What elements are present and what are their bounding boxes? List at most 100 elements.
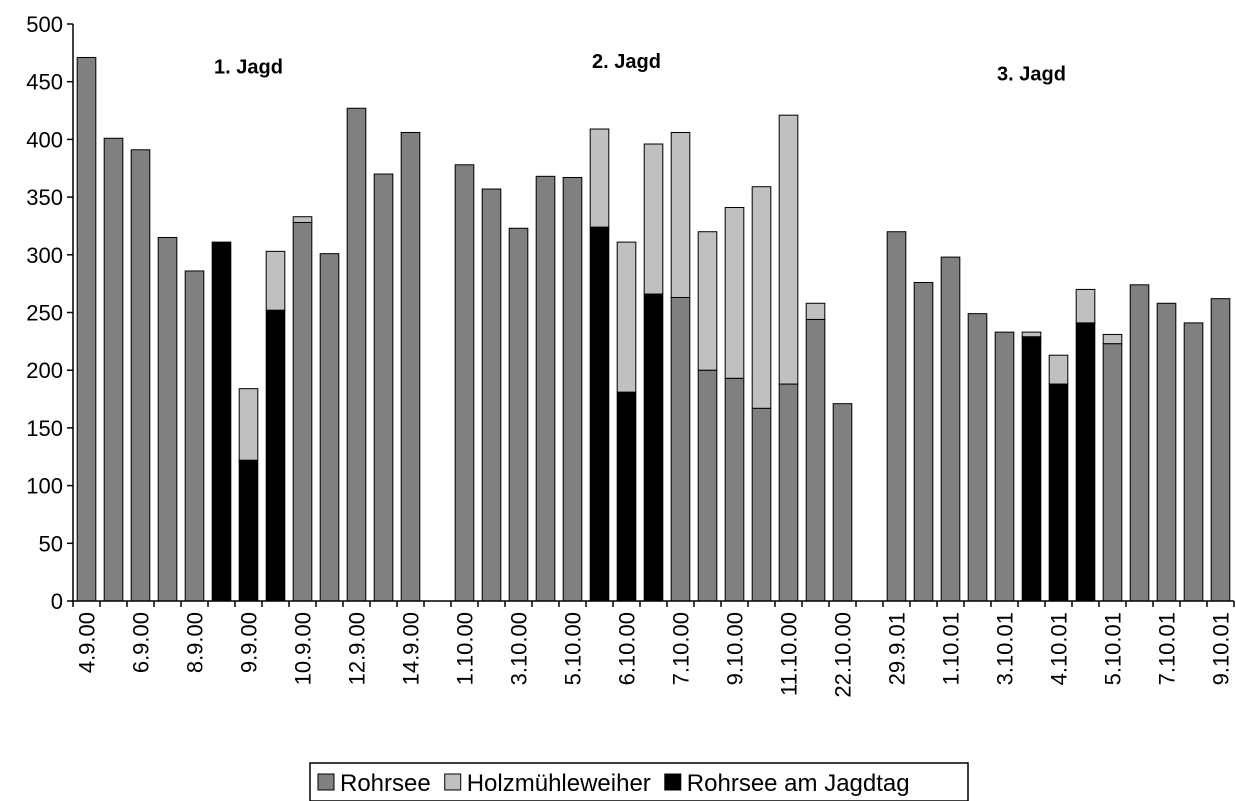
bar-rohrsee: [670, 296, 691, 602]
bars-layer: [76, 56, 1231, 602]
bar-holzmuehleweiher: [1102, 333, 1123, 345]
bar-rohrsee: [508, 227, 529, 602]
bar-rohrsee-jagdtag: [238, 459, 259, 602]
x-tick-label: 12.9.00: [345, 612, 370, 685]
bar-rohrsee: [1102, 343, 1123, 602]
bar-holzmuehleweiher: [1048, 354, 1069, 385]
x-tick-label: 5.10.01: [1101, 612, 1126, 685]
axes-layer: 0 50 100 150 200 250 300 350 400 450 500 4.9.00 6.9.…: [26, 12, 1235, 698]
bar-rohrsee-jagdtag: [616, 391, 637, 602]
bar-holzmuehleweiher: [292, 216, 313, 223]
bar-rohrsee: [292, 221, 313, 602]
bar-holzmuehleweiher: [1075, 288, 1096, 324]
x-tick-label: 7.10.01: [1155, 612, 1180, 685]
x-tick-label: 3.10.01: [993, 612, 1018, 685]
bar-rohrsee-jagdtag: [211, 241, 232, 602]
bar-rohrsee: [535, 175, 556, 602]
bar-rohrsee-jagdtag: [1075, 322, 1096, 602]
x-tick-label: 6.9.00: [129, 612, 154, 673]
bar-rohrsee-jagdtag: [589, 226, 610, 602]
y-tick-label: 500: [26, 12, 63, 37]
x-tick-label: 1.10.00: [453, 612, 478, 685]
x-tick-label: 3.10.00: [507, 612, 532, 685]
x-tick-label: 5.10.00: [561, 612, 586, 685]
x-tick-label: 9.10.00: [723, 612, 748, 685]
x-tick-label: 7.10.00: [669, 612, 694, 685]
x-tick-label: 8.9.00: [183, 612, 208, 673]
bar-rohrsee: [76, 56, 97, 602]
bar-rohrsee: [184, 270, 205, 602]
bar-rohrsee: [562, 176, 583, 602]
y-tick-label: 50: [39, 531, 63, 556]
annotation-label: 3. Jagd: [997, 64, 1066, 86]
x-tick-label: 6.10.00: [615, 612, 640, 685]
bar-rohrsee: [346, 107, 367, 602]
bar-holzmuehleweiher: [670, 131, 691, 298]
bar-rohrsee: [400, 131, 421, 602]
bar-rohrsee: [940, 256, 961, 602]
annotations-layer: 1. Jagd 2. Jagd 3. Jagd: [214, 51, 1066, 86]
bar-holzmuehleweiher: [616, 241, 637, 393]
bar-rohrsee: [319, 253, 340, 602]
bar-holzmuehleweiher: [697, 231, 718, 371]
bar-rohrsee: [886, 231, 907, 602]
y-tick-label: 200: [26, 358, 63, 383]
x-tick-label: 14.9.00: [399, 612, 424, 685]
bar-rohrsee: [832, 403, 853, 602]
x-tick-label: 11.10.00: [777, 612, 802, 696]
bar-rohrsee: [454, 164, 475, 602]
bar-rohrsee: [994, 331, 1015, 602]
bar-rohrsee-jagdtag: [1021, 336, 1042, 602]
bar-holzmuehleweiher: [724, 206, 745, 379]
bar-rohrsee: [481, 188, 502, 602]
bar-rohrsee: [805, 318, 826, 602]
bar-rohrsee: [1156, 302, 1177, 602]
bar-rohrsee: [967, 313, 988, 602]
bar-rohrsee-jagdtag: [265, 309, 286, 602]
bar-rohrsee: [724, 377, 745, 602]
legend-swatch: [444, 773, 462, 791]
legend-label: Rohrsee am Jagdtag: [687, 770, 910, 797]
legend-label: Rohrsee: [340, 770, 431, 797]
bar-rohrsee: [1183, 322, 1204, 602]
bar-rohrsee-jagdtag: [643, 293, 664, 602]
bar-holzmuehleweiher: [805, 302, 826, 320]
x-tick-label: 10.9.00: [291, 612, 316, 685]
bar-rohrsee: [913, 281, 934, 602]
y-tick-label: 0: [51, 589, 63, 614]
bar-rohrsee: [1129, 284, 1150, 602]
bar-holzmuehleweiher: [778, 114, 799, 385]
bar-rohrsee: [157, 236, 178, 602]
x-tick-label: 4.10.01: [1047, 612, 1072, 685]
y-tick-label: 100: [26, 474, 63, 499]
y-tick-label: 250: [26, 301, 63, 326]
bar-holzmuehleweiher: [589, 128, 610, 228]
annotation-label: 1. Jagd: [214, 57, 283, 79]
y-tick-label: 450: [26, 70, 63, 95]
x-tick-label: 4.9.00: [75, 612, 100, 673]
y-tick-label: 300: [26, 243, 63, 268]
x-tick-label: 22.10.00: [831, 612, 856, 698]
bar-holzmuehleweiher: [238, 388, 259, 461]
y-tick-label: 400: [26, 127, 63, 152]
bar-holzmuehleweiher: [265, 250, 286, 311]
y-tick-label: 350: [26, 185, 63, 210]
legend: Rohrsee Holzmühleweiher Rohrsee am Jagdtag: [309, 762, 969, 801]
bar-holzmuehleweiher: [751, 186, 772, 409]
bar-rohrsee: [1210, 298, 1231, 602]
bar-holzmuehleweiher: [1021, 331, 1042, 338]
legend-swatch: [664, 773, 682, 791]
bar-rohrsee: [103, 137, 124, 602]
x-tick-label: 9.10.01: [1209, 612, 1234, 685]
bar-rohrsee-jagdtag: [1048, 383, 1069, 602]
bar-rohrsee: [373, 173, 394, 602]
bar-rohrsee: [130, 149, 151, 602]
bar-rohrsee: [778, 383, 799, 602]
x-tick-label: 29.9.01: [885, 612, 910, 685]
bar-rohrsee: [751, 407, 772, 602]
legend-swatch: [317, 773, 335, 791]
legend-box: [309, 762, 969, 801]
legend-label: Holzmühleweiher: [467, 770, 651, 797]
bar-holzmuehleweiher: [643, 143, 664, 295]
